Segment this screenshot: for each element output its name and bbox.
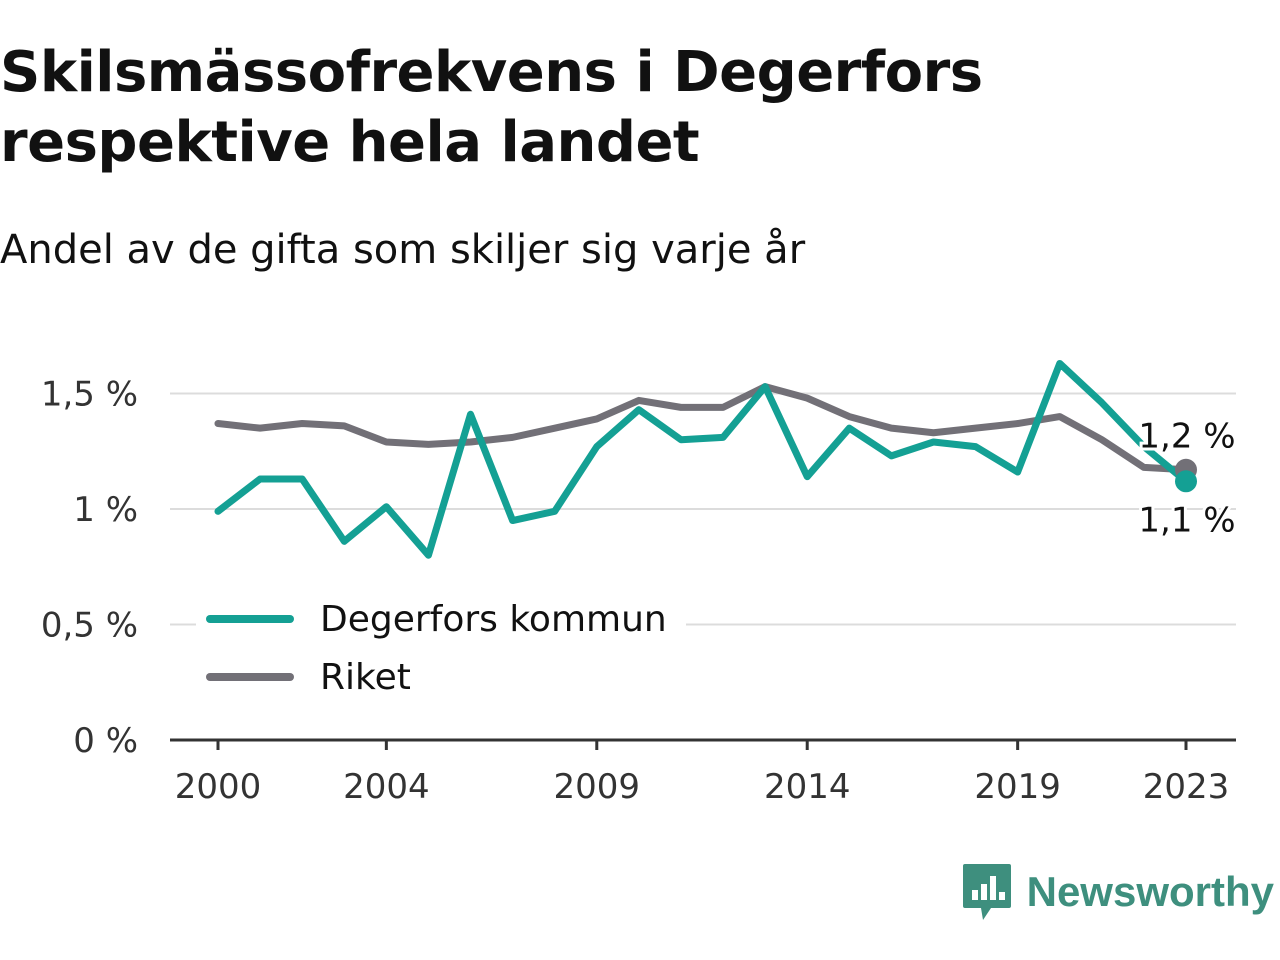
- newsworthy-logo-icon: [962, 864, 1011, 920]
- series-lines: [214, 359, 1197, 559]
- y-tick-label: 1,5 %: [41, 375, 138, 415]
- x-axis: 2000 2004 2009 2014 2019 2023: [170, 738, 1236, 807]
- y-tick-label: 0 %: [73, 721, 138, 761]
- chart-subtitle: Andel av de gifta som skiljer sig varje …: [0, 227, 806, 273]
- legend-background: [196, 592, 686, 704]
- y-tick-label: 1 %: [73, 490, 138, 530]
- legend-label: Degerfors kommun: [320, 599, 667, 640]
- x-tick-label: 2004: [343, 767, 430, 807]
- x-tick-label: 2023: [1143, 767, 1230, 807]
- series-line: [214, 359, 1190, 559]
- x-tick-label: 2009: [554, 767, 641, 807]
- y-tick-label: 0,5 %: [41, 606, 138, 646]
- y-axis-ticks: 0 % 0,5 % 1 % 1,5 %: [41, 375, 138, 762]
- x-tick-label: 2014: [764, 767, 851, 807]
- end-point-marker: [1175, 470, 1197, 493]
- brand-name: Newsworthy: [1026, 868, 1274, 915]
- series-line: [214, 383, 1190, 474]
- chart-title: Skilsmässofrekvens i Degerfors respektiv…: [0, 40, 983, 175]
- end-value-label: 1,2 %: [1138, 417, 1235, 457]
- x-tick-label: 2019: [974, 767, 1061, 807]
- end-labels: 1,1 % 1,2 %: [1135, 414, 1238, 544]
- legend-label: Riket: [320, 657, 411, 698]
- x-tick-label: 2000: [175, 767, 262, 807]
- legend: Degerfors kommun Riket: [196, 592, 686, 704]
- brand-logo[interactable]: Newsworthy: [961, 862, 1274, 922]
- end-value-label: 1,1 %: [1138, 500, 1235, 540]
